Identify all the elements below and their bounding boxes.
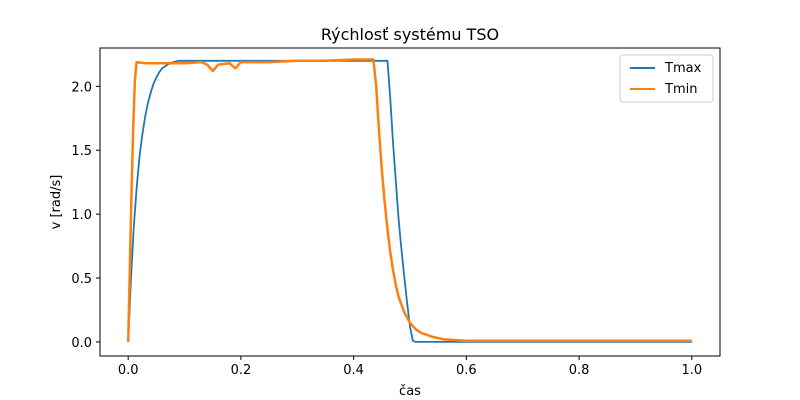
- x-tick-label: 0.4: [343, 363, 364, 378]
- x-axis-label: čas: [399, 384, 421, 399]
- y-tick-label: 1.5: [71, 144, 92, 159]
- legend-label-tmax: Tmax: [664, 61, 702, 76]
- axes-border: [99, 47, 721, 357]
- x-tick-label: 0.6: [456, 363, 477, 378]
- y-tick-label: 1.0: [71, 208, 92, 223]
- y-tick-label: 2.0: [71, 80, 92, 95]
- legend-box: [619, 54, 714, 103]
- x-tick-label: 1.0: [681, 363, 702, 378]
- x-tick-label: 0.0: [118, 363, 139, 378]
- x-tick-label: 0.2: [231, 363, 252, 378]
- y-axis-label: v [rad/s]: [49, 175, 64, 230]
- x-tick-label: 0.8: [569, 363, 590, 378]
- chart-title: Rýchlosť systému TSO: [321, 25, 499, 44]
- plot-background: [100, 48, 720, 356]
- x-axis-ticks: 0.0 0.2 0.4 0.6 0.8 1.0: [118, 356, 702, 378]
- y-tick-label: 0.5: [71, 272, 92, 287]
- series-line-tmin: [126, 58, 692, 342]
- legend: Tmax Tmin: [619, 54, 714, 103]
- axes-frame: [99, 47, 721, 357]
- y-tick-label: 0.0: [71, 336, 92, 351]
- y-axis-ticks: 0.0 0.5 1.0 1.5 2.0: [71, 80, 100, 351]
- plot-area: [100, 48, 720, 356]
- legend-label-tmin: Tmin: [664, 82, 697, 97]
- series-layer: [126, 58, 692, 343]
